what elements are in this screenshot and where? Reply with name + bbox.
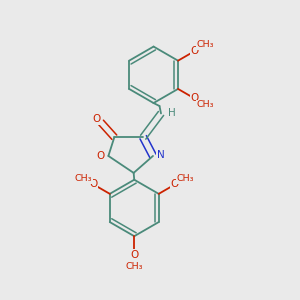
Text: O: O <box>96 151 104 161</box>
Text: CH₃: CH₃ <box>75 174 92 183</box>
Text: O: O <box>171 179 179 190</box>
Text: CH₃: CH₃ <box>197 40 214 49</box>
Text: O: O <box>130 250 138 260</box>
Text: H: H <box>167 108 175 118</box>
Text: CH₃: CH₃ <box>197 100 214 109</box>
Text: O: O <box>89 179 98 190</box>
Text: N: N <box>157 150 164 160</box>
Text: O: O <box>190 46 199 56</box>
Text: O: O <box>92 114 100 124</box>
Text: CH₃: CH₃ <box>125 262 143 271</box>
Text: O: O <box>190 93 199 103</box>
Text: CH₃: CH₃ <box>176 174 194 183</box>
